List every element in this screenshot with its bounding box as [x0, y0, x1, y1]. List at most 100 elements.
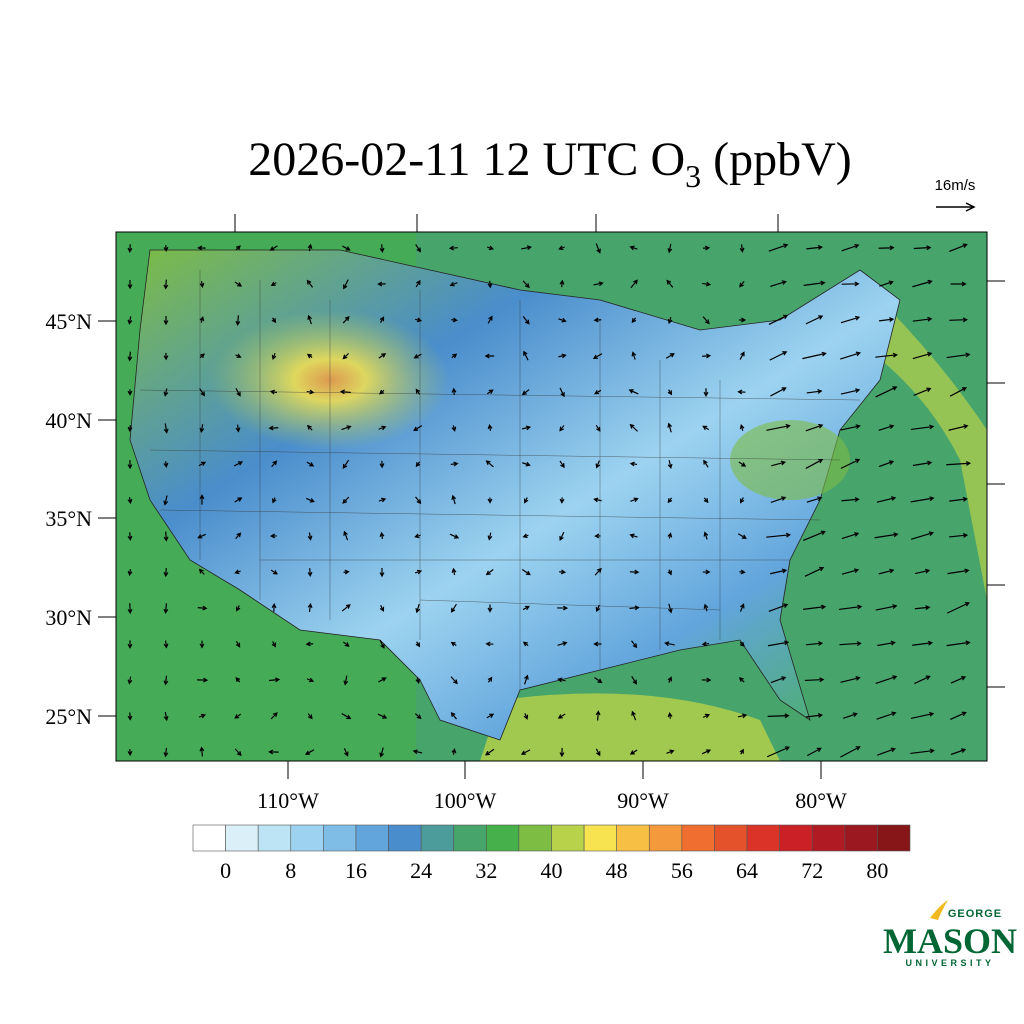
wind-arrow	[415, 244, 421, 253]
wind-arrow	[802, 530, 826, 541]
wind-arrow	[127, 244, 133, 253]
wind-arrow	[739, 748, 744, 755]
wind-arrow	[946, 352, 971, 359]
wind-arrow	[559, 569, 567, 575]
wind-arrow	[767, 640, 790, 647]
wind-arrow	[269, 389, 278, 395]
wind-arrow	[667, 460, 673, 470]
wind-arrow	[667, 497, 673, 504]
wind-arrow	[163, 640, 169, 649]
wind-arrow	[804, 566, 825, 577]
colorbar-box	[681, 824, 715, 852]
wind-arrow	[766, 532, 792, 538]
wind-arrow	[840, 458, 861, 469]
wind-arrow	[875, 352, 898, 358]
wind-arrow	[307, 568, 313, 578]
wind-arrow	[521, 425, 532, 431]
wind-arrow	[197, 677, 209, 683]
wind-arrow	[874, 532, 899, 539]
wind-arrow	[199, 353, 205, 359]
wind-arrow	[840, 315, 861, 324]
wind-arrow	[485, 569, 494, 576]
wind-arrow	[451, 748, 457, 755]
wind-arrow	[199, 494, 205, 505]
wind-arrow	[448, 245, 458, 251]
wind-arrow	[770, 676, 787, 684]
wind-arrow	[451, 494, 457, 505]
wind-arrow	[840, 746, 861, 758]
wind-arrow	[163, 711, 169, 722]
wind-arrow	[235, 641, 241, 648]
wind-arrow	[768, 243, 789, 252]
wind-arrow	[841, 568, 860, 575]
wind-arrow	[163, 352, 169, 361]
wind-arrow	[702, 425, 710, 431]
wind-arrow	[127, 351, 133, 362]
wind-arrow	[341, 604, 351, 612]
wind-arrow	[702, 316, 710, 325]
wind-arrow	[946, 640, 971, 647]
wind-arrow	[234, 569, 241, 575]
wind-arrow	[378, 353, 387, 359]
wind-arrow	[450, 676, 458, 685]
wind-arrow	[521, 389, 530, 396]
wind-arrow	[703, 497, 709, 504]
wind-arrow	[198, 461, 207, 467]
wind-arrow	[271, 641, 277, 648]
wind-arrow	[559, 460, 565, 469]
wind-arrow	[523, 713, 529, 720]
wind-arrow	[163, 316, 169, 326]
wind-arrow	[910, 424, 935, 431]
wind-arrow	[522, 605, 530, 611]
wind-arrow	[559, 747, 565, 758]
wind-arrow	[127, 676, 133, 685]
wind-arrow	[414, 533, 421, 539]
colorbar-label: 24	[410, 858, 432, 883]
wind-arrow	[484, 353, 495, 359]
wind-arrow	[595, 424, 601, 432]
logo-bottom: UNIVERSITY	[905, 958, 994, 968]
wind-arrow	[163, 531, 169, 542]
colorbar-box	[420, 824, 455, 852]
wind-arrow	[914, 568, 931, 575]
title-text: 2026-02-11 12 UTC O	[248, 133, 685, 186]
wind-arrow	[910, 496, 935, 503]
wind-arrow	[307, 713, 313, 720]
wind-arrow	[451, 317, 458, 323]
wind-arrow	[379, 460, 385, 469]
wind-arrow	[877, 640, 896, 647]
wind-arrow	[667, 676, 673, 683]
lon-label: 110°W	[257, 788, 319, 813]
wind-arrow	[379, 604, 385, 612]
wind-arrow	[307, 314, 312, 325]
wind-arrow	[910, 748, 935, 755]
wind-arrow	[379, 747, 384, 758]
wind-arrow	[343, 675, 349, 686]
wind-arrow	[379, 567, 385, 578]
lat-label: 45°N	[45, 309, 92, 334]
colorbar-box	[192, 824, 226, 852]
wind-arrow	[377, 281, 386, 287]
wind-arrow	[804, 677, 825, 683]
wind-arrow	[631, 317, 637, 324]
wind-arrow	[306, 424, 313, 431]
wind-arrow	[805, 458, 824, 469]
wind-arrow	[523, 674, 529, 685]
wind-arrow	[805, 423, 824, 432]
wind-arrow	[592, 353, 603, 360]
wind-arrow	[234, 281, 243, 287]
wind-arrow	[739, 244, 745, 253]
wind-arrow	[487, 423, 493, 431]
colorbar-label: 32	[475, 858, 497, 883]
wind-arrow	[342, 353, 349, 360]
wind-arrow	[876, 496, 897, 503]
wind-arrow	[486, 389, 494, 395]
wind-arrow	[487, 676, 493, 683]
wind-arrow	[521, 245, 532, 251]
wind-arrow	[163, 747, 169, 758]
wind-arrow	[342, 316, 350, 324]
wind-arrow	[270, 569, 278, 575]
wind-arrow	[949, 532, 969, 538]
wind-arrow	[163, 423, 169, 434]
